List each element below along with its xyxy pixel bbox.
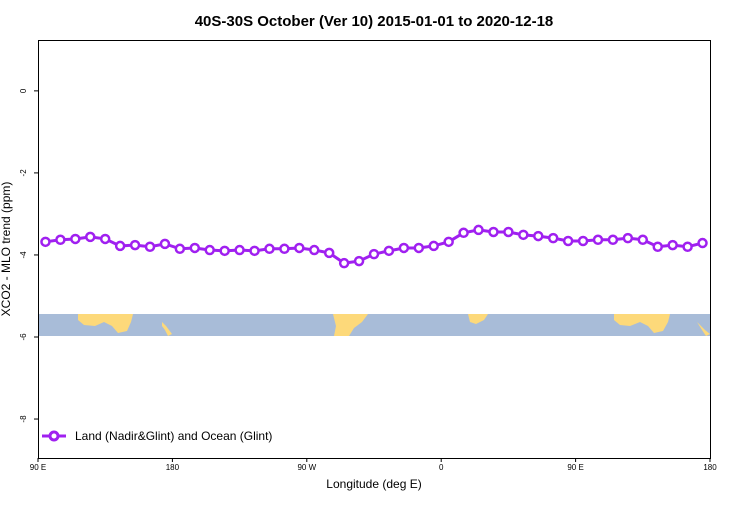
data-point	[368, 248, 380, 260]
land-new-zealand-2	[697, 322, 710, 336]
x-tick-label: 0	[439, 463, 444, 472]
data-point	[652, 241, 663, 252]
legend-marker	[48, 430, 60, 442]
x-tick-label: 180	[166, 463, 180, 472]
land-africa	[468, 314, 488, 324]
data-point	[234, 244, 245, 256]
data-point	[279, 243, 290, 255]
x-tick-label: 90 W	[297, 463, 316, 472]
data-point	[40, 236, 51, 248]
data-point	[383, 245, 395, 257]
land-south-america	[333, 314, 368, 336]
land-australia	[78, 314, 133, 333]
data-point	[323, 247, 335, 259]
data-point	[637, 234, 649, 246]
data-point	[219, 245, 230, 257]
plot-frame	[38, 40, 711, 459]
data-point	[547, 232, 559, 244]
legend-label: Land (Nadir&Glint) and Ocean (Glint)	[75, 429, 272, 443]
data-point	[309, 244, 320, 256]
y-tick-label: -2	[19, 169, 28, 177]
data-point	[413, 242, 425, 254]
data-point	[338, 257, 350, 269]
legend: Land (Nadir&Glint) and Ocean (Glint)	[42, 429, 272, 443]
data-point	[249, 245, 260, 257]
data-point	[682, 241, 693, 252]
data-point	[458, 227, 469, 239]
x-axis-label: Longitude (deg E)	[326, 477, 421, 491]
data-point	[204, 244, 215, 256]
data-point	[174, 243, 186, 255]
data-point	[562, 235, 574, 247]
data-point	[503, 226, 514, 238]
data-point	[129, 239, 141, 251]
data-point	[264, 243, 275, 255]
data-point	[114, 240, 126, 252]
x-tick-label: 180	[703, 463, 717, 472]
data-point	[85, 231, 96, 243]
data-point	[533, 230, 544, 242]
land-new-zealand	[162, 322, 172, 336]
y-tick-label: -8	[19, 415, 28, 423]
data-point	[99, 233, 111, 245]
data-point	[294, 242, 305, 254]
y-axis-label: XCO2 - MLO trend (ppm)	[0, 182, 13, 317]
y-tick-label: 0	[19, 88, 28, 93]
data-point	[518, 229, 529, 241]
data-point	[70, 233, 81, 245]
data-point	[607, 234, 619, 246]
data-point	[577, 235, 589, 247]
data-point	[189, 242, 201, 254]
data-point	[622, 232, 634, 244]
x-tick-label: 90 E	[30, 463, 46, 472]
data-point	[697, 237, 708, 249]
map-strip	[39, 314, 710, 336]
y-tick-label: -6	[19, 333, 28, 341]
data-point	[428, 240, 439, 252]
data-point	[667, 239, 678, 251]
x-tick-label: 90 E	[567, 463, 583, 472]
data-point	[159, 238, 171, 250]
data-point	[398, 242, 410, 254]
data-point	[443, 236, 454, 248]
data-point	[592, 234, 604, 246]
data-point	[55, 234, 66, 246]
y-tick-label: -4	[19, 251, 28, 259]
data-point	[353, 255, 365, 267]
data-point	[488, 226, 499, 238]
chart-title: 40S-30S October (Ver 10) 2015-01-01 to 2…	[195, 13, 554, 30]
data-point	[473, 224, 484, 236]
land-australia-2	[614, 314, 670, 333]
data-point	[144, 241, 156, 252]
